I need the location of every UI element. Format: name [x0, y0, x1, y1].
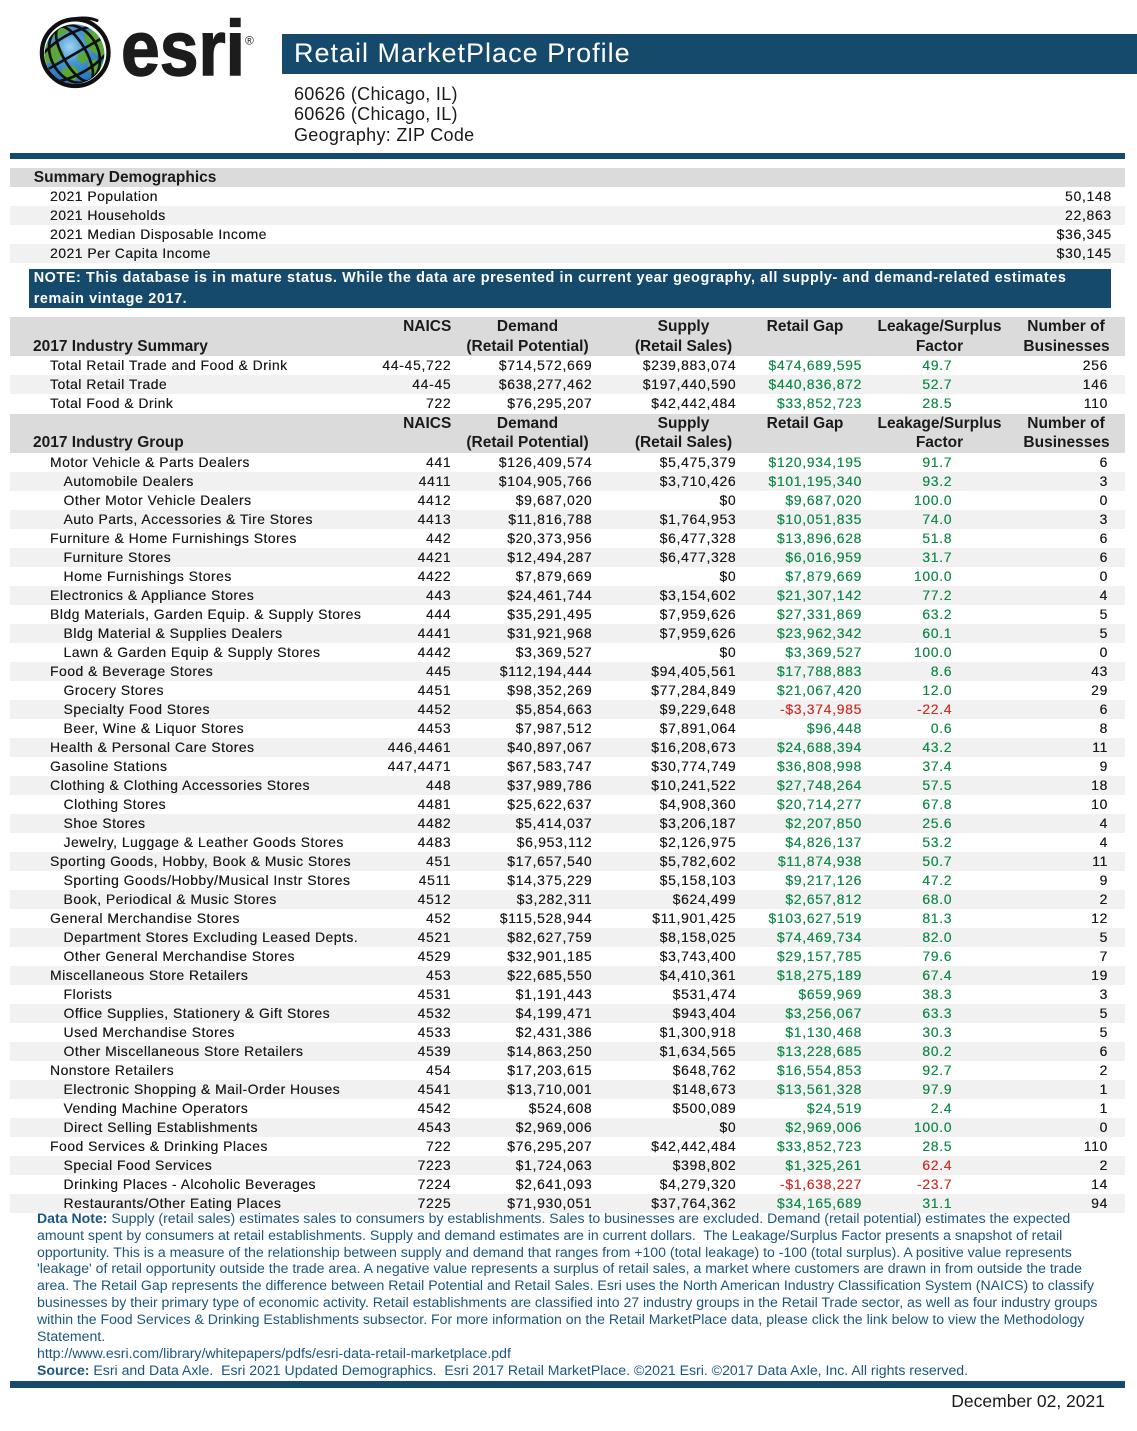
svg-text:esri: esri: [121, 9, 245, 92]
svg-text:®: ®: [245, 34, 254, 48]
